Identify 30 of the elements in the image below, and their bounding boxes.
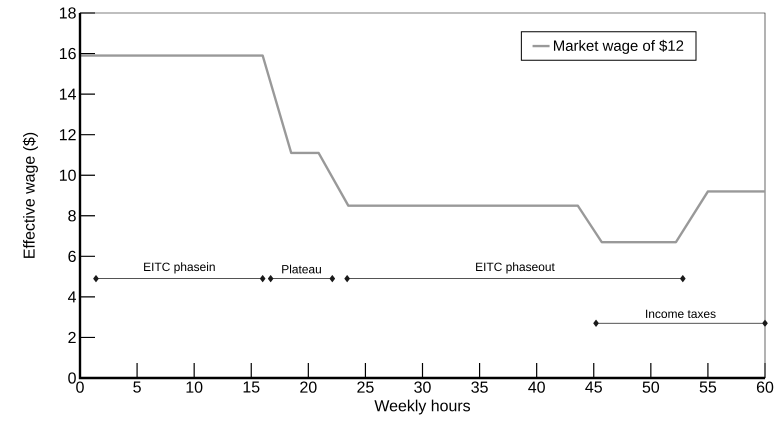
y-tick-label: 18 [60, 7, 76, 19]
series-label: EITC phaseout [476, 262, 555, 274]
x-tick-label: 5 [133, 382, 141, 393]
y-tick-label: 0 [68, 372, 76, 384]
legend-label: Market wage of $12 [554, 40, 684, 54]
series-label: EITC phasein [144, 262, 215, 274]
y-tick-label: 6 [68, 250, 76, 262]
x-tick-label: 40 [528, 382, 545, 393]
x-tick-label: 30 [414, 382, 431, 393]
y-tick-label: 8 [68, 210, 76, 222]
x-tick-label: 55 [700, 382, 716, 393]
x-axis-title: Weekly hours [374, 400, 470, 415]
x-tick-label: 60 [756, 382, 774, 393]
y-tick-label: 16 [60, 48, 76, 60]
x-tick-label: 15 [244, 382, 260, 393]
series-label: Income taxes [646, 310, 716, 318]
y-axis-title: Effective wage ($) [22, 132, 38, 258]
y-tick-label: 10 [60, 170, 76, 181]
y-tick-label: 12 [60, 129, 76, 140]
x-tick-label: 25 [357, 382, 374, 393]
x-tick-label: 10 [186, 382, 202, 393]
x-tick-label: 20 [300, 382, 317, 393]
y-tick-label: 14 [60, 88, 76, 100]
x-tick-label: 45 [585, 382, 602, 393]
x-tick-label: 35 [471, 382, 488, 393]
series-label: Plateau [282, 264, 321, 274]
y-tick-label: 4 [68, 291, 76, 302]
y-tick-label: 2 [68, 332, 76, 344]
x-tick-label: 0 [76, 382, 84, 393]
x-tick-label: 50 [642, 382, 660, 393]
